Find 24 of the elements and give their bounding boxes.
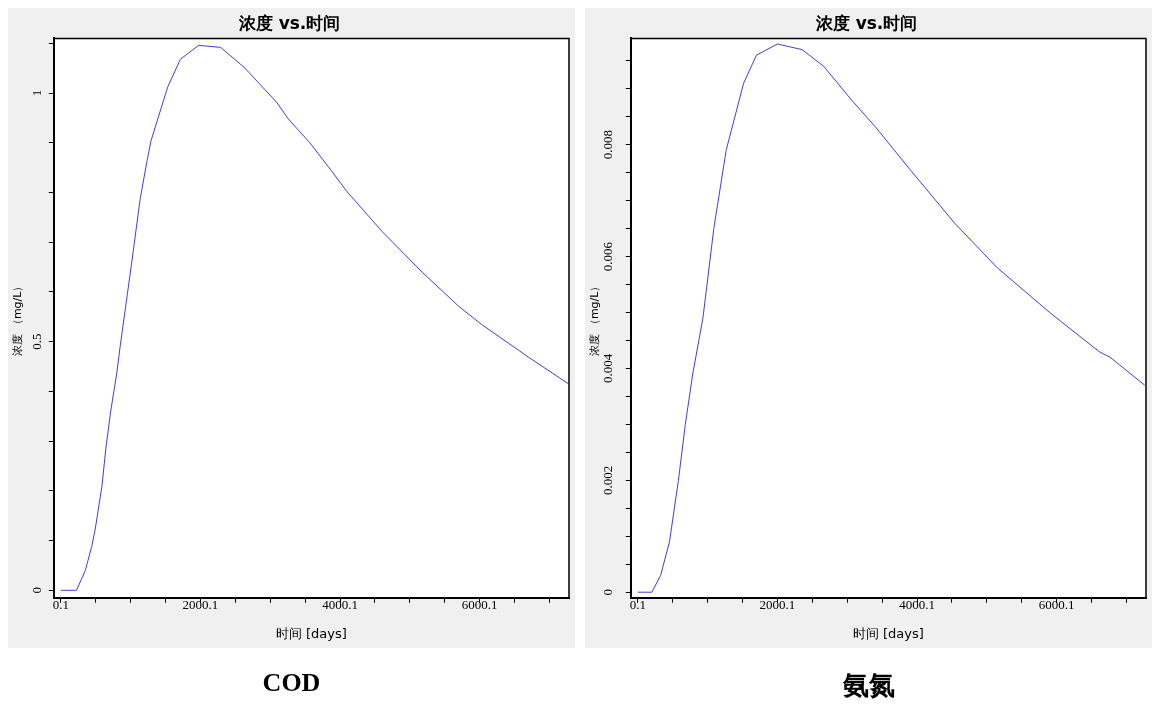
y-tick-label: 0	[599, 588, 615, 596]
text: COD	[262, 668, 321, 698]
y-axis-title: 浓度 （mg/L）	[11, 280, 25, 356]
x-tick-label: 6000.1	[461, 597, 498, 613]
x-axis-title: 时间 [days]	[275, 625, 347, 641]
x-axis-title: 时间 [days]	[852, 625, 924, 641]
y-tick-label: 0.006	[599, 241, 615, 272]
y-tick-label: 0.008	[599, 130, 615, 160]
chart-title: 浓度 vs.时间	[237, 12, 341, 33]
y-tick-label: 0	[29, 587, 45, 594]
x-tick-label: 4000.1	[322, 597, 358, 613]
x-tick-label: 2000.1	[182, 597, 219, 613]
y-tick-label: 1	[29, 89, 45, 97]
x-tick-label: 0.1	[52, 597, 69, 613]
text: 氨氮	[842, 670, 895, 702]
y-axis-title: 浓度 （mg/L）	[588, 280, 602, 356]
y-tick-label: 0.004	[599, 353, 615, 384]
x-tick-label: 6000.1	[1038, 597, 1075, 613]
x-tick-label: 4000.1	[899, 597, 935, 613]
x-tick-label: 2000.1	[759, 597, 796, 613]
y-tick-label: 0.5	[29, 333, 45, 350]
x-tick-label: 0.1	[629, 597, 646, 613]
y-tick-label: 0.002	[599, 465, 615, 495]
chart-title: 浓度 vs.时间	[814, 12, 918, 33]
